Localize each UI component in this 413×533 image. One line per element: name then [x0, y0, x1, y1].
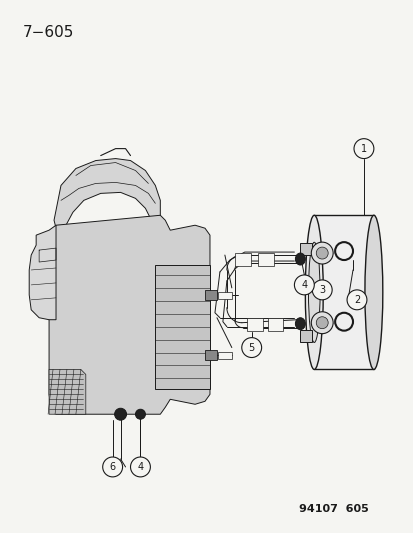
- Text: 3: 3: [318, 285, 325, 295]
- Circle shape: [346, 290, 366, 310]
- Bar: [234, 253, 250, 266]
- Text: 2: 2: [353, 295, 359, 305]
- Bar: [246, 318, 262, 330]
- Circle shape: [114, 408, 126, 420]
- Circle shape: [241, 337, 261, 358]
- Bar: [267, 318, 283, 330]
- Bar: [155, 265, 209, 389]
- Bar: [300, 243, 311, 255]
- Ellipse shape: [295, 318, 305, 330]
- Circle shape: [294, 275, 313, 295]
- Text: 6: 6: [109, 462, 115, 472]
- Text: 7−605: 7−605: [23, 25, 74, 41]
- Circle shape: [311, 280, 331, 300]
- Circle shape: [311, 312, 332, 334]
- Ellipse shape: [308, 243, 319, 343]
- Text: 5: 5: [248, 343, 254, 352]
- Circle shape: [316, 247, 328, 259]
- Polygon shape: [49, 369, 85, 414]
- Text: 94107  605: 94107 605: [299, 504, 368, 514]
- Circle shape: [135, 409, 145, 419]
- Circle shape: [311, 242, 332, 264]
- Ellipse shape: [295, 253, 305, 265]
- Bar: [204, 290, 216, 300]
- Polygon shape: [54, 158, 160, 230]
- Circle shape: [102, 457, 122, 477]
- Bar: [217, 352, 231, 359]
- Ellipse shape: [364, 215, 382, 369]
- Circle shape: [353, 139, 373, 158]
- Text: 4: 4: [301, 280, 307, 290]
- Text: 1: 1: [360, 143, 366, 154]
- Circle shape: [316, 317, 328, 329]
- Circle shape: [130, 457, 150, 477]
- Polygon shape: [29, 225, 56, 320]
- Bar: [217, 292, 231, 299]
- Bar: [313, 215, 373, 369]
- Bar: [204, 350, 216, 360]
- Polygon shape: [49, 215, 209, 414]
- Bar: [300, 329, 311, 342]
- Bar: [257, 253, 273, 266]
- Ellipse shape: [305, 215, 323, 369]
- Text: 4: 4: [137, 462, 143, 472]
